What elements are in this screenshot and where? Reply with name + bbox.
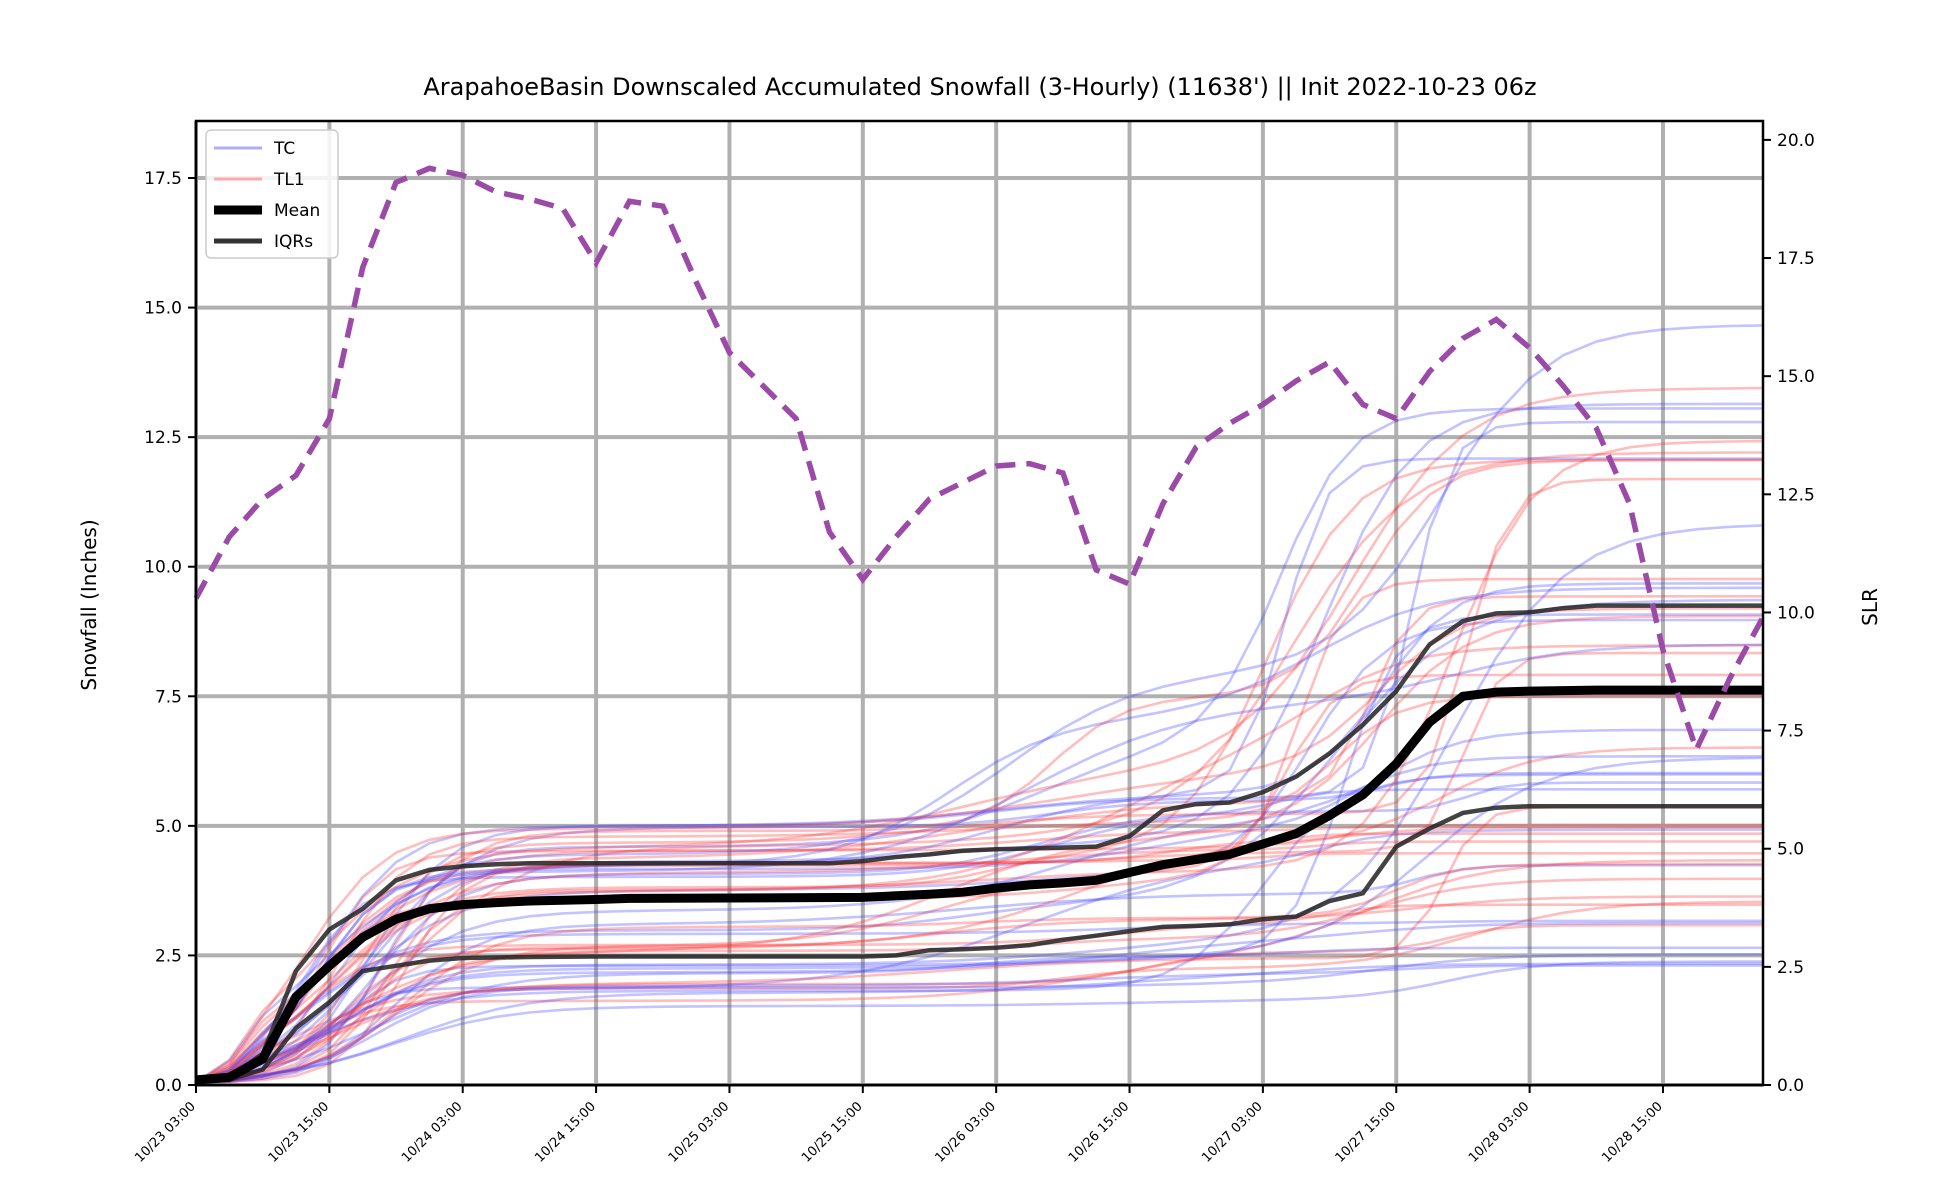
tc-member-line [195,613,1763,1084]
mean-line [195,685,1763,1085]
tl1-member-line [195,823,1763,1084]
tc-member-line [195,582,1763,1084]
tc-member-line [195,962,1763,1084]
tc-member-line [195,960,1763,1084]
tc-member-line [195,781,1763,1084]
legend-box [205,129,339,259]
tl1-member-line [195,458,1763,1084]
tc-member-line [195,643,1764,1084]
slr-series [193,165,1766,757]
chart-title: ArapahoeBasin Downscaled Accumulated Sno… [423,73,1536,101]
tl1-member-line [195,826,1763,1084]
tc-member-line [195,756,1764,1084]
tl1-member-line [195,673,1763,1084]
tl1-member-line [195,451,1764,1084]
tl1-member-line [195,477,1763,1084]
tc-member-line [195,586,1764,1084]
y-tick-label: 10.0 [144,558,182,578]
tc-member-line [195,863,1763,1084]
tl1-member-line [195,439,1764,1084]
tc-member-line [195,946,1763,1084]
tl1-member-line [195,900,1764,1084]
tl1-member-line [195,862,1763,1084]
y-tick-label: 5.0 [155,817,182,837]
y-tick-label: 7.5 [155,687,182,707]
y-tick-label: 17.5 [144,169,182,189]
iqr-upper-line [195,603,1763,1083]
tl1-member-line [195,607,1763,1084]
tc-member-line [195,407,1763,1084]
legend-label: TL1 [273,170,305,190]
tc-member-line [195,921,1764,1084]
statistic-lines [195,603,1763,1085]
tl1-member-line [195,694,1763,1084]
y2-tick-label: 5.0 [1777,840,1804,860]
y2-tick-label: 15.0 [1777,367,1815,387]
y-tick-label: 2.5 [155,946,182,966]
y2-tick-label: 17.5 [1777,249,1815,269]
tl1-member-line [195,895,1764,1084]
tc-member-line [195,919,1763,1084]
legend-label: TC [273,139,295,159]
tl1-member-line [195,386,1764,1084]
tl1-member-line [195,805,1763,1084]
y2-tick-label: 2.5 [1777,958,1804,978]
y-tick-label: 0.0 [155,1076,182,1096]
y2-tick-label: 20.0 [1777,131,1815,151]
tl1-member-line [195,840,1763,1084]
plot-frame [194,119,1765,1087]
tc-member-line [195,771,1763,1084]
iqr-lower-line [195,803,1763,1085]
legend-label: Mean [274,201,320,221]
y2-tick-label: 7.5 [1777,722,1804,742]
tc-member-line [195,773,1763,1084]
tc-member-line [195,524,1764,1084]
y2-axis-label: SLR [1858,588,1882,626]
y2-tick-label: 12.5 [1777,485,1815,505]
tl1-member-line [195,614,1764,1084]
legend-label: IQRs [274,232,313,252]
legend: TC TL1 Mean IQRs [205,129,339,259]
slr-line [193,165,1766,757]
tc-member-line [195,964,1763,1084]
tc-member-line [195,728,1763,1084]
tc-member-line [195,457,1763,1084]
tl1-member-line [195,595,1763,1084]
y2-tick-label: 0.0 [1777,1076,1804,1096]
y-tick-label: 15.0 [144,299,182,319]
tc-member-line [195,788,1763,1084]
tl1-member-line [195,651,1763,1084]
y-axis-label: Snowfall (Inches) [77,519,101,690]
grid-lines [194,121,1763,1087]
y-tick-label: 12.5 [144,428,182,448]
tc-member-line [195,828,1763,1084]
tc-member-line [195,420,1763,1084]
tl1-member-line [195,903,1763,1084]
tl1-member-line [195,923,1763,1084]
tc-member-line [195,618,1763,1084]
tl1-member-line [195,852,1763,1084]
tl1-member-line [195,859,1764,1084]
tc-member-line [195,953,1764,1084]
tl1-member-line [195,832,1763,1084]
tc-member-line [195,598,1764,1084]
y2-tick-label: 10.0 [1777,603,1815,623]
